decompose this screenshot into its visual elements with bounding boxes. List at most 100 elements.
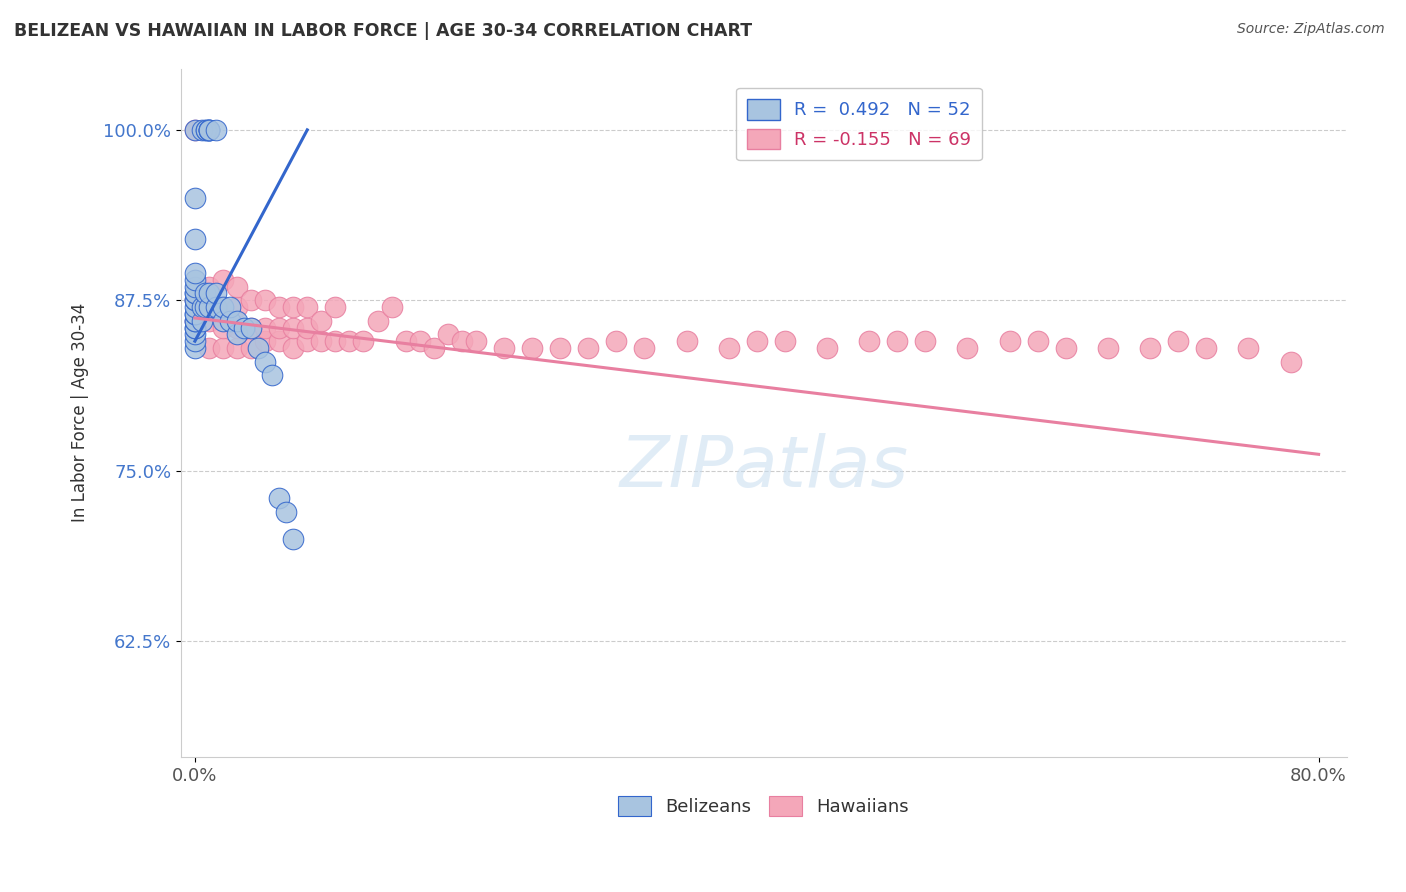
Point	[1097, 341, 1119, 355]
Point	[198, 341, 221, 355]
Point	[184, 266, 207, 280]
Point	[226, 341, 249, 355]
Point	[353, 334, 375, 348]
Point	[297, 300, 319, 314]
Point	[311, 314, 333, 328]
Point	[191, 300, 214, 314]
Point	[276, 505, 298, 519]
Point	[956, 341, 979, 355]
Text: ZIPatlas: ZIPatlas	[619, 434, 908, 502]
Point	[380, 300, 402, 314]
Point	[422, 341, 444, 355]
Point	[325, 334, 347, 348]
Point	[394, 334, 416, 348]
Point	[633, 341, 655, 355]
Point	[226, 320, 249, 334]
Point	[1279, 354, 1302, 368]
Point	[212, 300, 235, 314]
Point	[198, 293, 221, 308]
Point	[184, 123, 207, 137]
Point	[194, 286, 217, 301]
Point	[1026, 334, 1049, 348]
Point	[492, 341, 515, 355]
Point	[184, 123, 207, 137]
Point	[605, 334, 627, 348]
Point	[212, 320, 235, 334]
Point	[297, 320, 319, 334]
Point	[226, 300, 249, 314]
Point	[184, 307, 207, 321]
Y-axis label: In Labor Force | Age 30-34: In Labor Force | Age 30-34	[72, 303, 89, 523]
Point	[366, 314, 388, 328]
Point	[254, 320, 277, 334]
Point	[240, 293, 263, 308]
Point	[233, 320, 256, 334]
Point	[184, 293, 207, 308]
Point	[1237, 341, 1260, 355]
Point	[184, 293, 207, 308]
Point	[184, 286, 207, 301]
Point	[269, 334, 291, 348]
Point	[1139, 341, 1161, 355]
Point	[254, 334, 277, 348]
Point	[198, 123, 221, 137]
Point	[212, 300, 235, 314]
Point	[576, 341, 599, 355]
Point	[191, 123, 214, 137]
Point	[198, 123, 221, 137]
Point	[184, 191, 207, 205]
Point	[198, 314, 221, 328]
Point	[191, 314, 214, 328]
Point	[240, 341, 263, 355]
Point	[815, 341, 838, 355]
Point	[184, 341, 207, 355]
Point	[205, 123, 228, 137]
Legend: Belizeans, Hawaiians: Belizeans, Hawaiians	[612, 789, 917, 823]
Text: Source: ZipAtlas.com: Source: ZipAtlas.com	[1237, 22, 1385, 37]
Point	[198, 300, 221, 314]
Point	[184, 273, 207, 287]
Point	[212, 341, 235, 355]
Point	[520, 341, 543, 355]
Point	[205, 300, 228, 314]
Point	[283, 532, 305, 546]
Point	[1054, 341, 1077, 355]
Point	[184, 307, 207, 321]
Point	[1195, 341, 1218, 355]
Point	[247, 341, 270, 355]
Point	[1167, 334, 1189, 348]
Point	[212, 314, 235, 328]
Point	[184, 314, 207, 328]
Point	[184, 320, 207, 334]
Point	[184, 334, 207, 348]
Point	[886, 334, 908, 348]
Point	[226, 314, 249, 328]
Point	[184, 232, 207, 246]
Point	[212, 273, 235, 287]
Point	[205, 286, 228, 301]
Point	[184, 314, 207, 328]
Point	[254, 293, 277, 308]
Point	[184, 327, 207, 342]
Point	[254, 354, 277, 368]
Point	[325, 300, 347, 314]
Point	[198, 286, 221, 301]
Point	[226, 279, 249, 293]
Point	[198, 123, 221, 137]
Point	[745, 334, 768, 348]
Point	[717, 341, 740, 355]
Point	[198, 279, 221, 293]
Point	[283, 320, 305, 334]
Point	[184, 320, 207, 334]
Point	[184, 314, 207, 328]
Point	[269, 300, 291, 314]
Text: BELIZEAN VS HAWAIIAN IN LABOR FORCE | AGE 30-34 CORRELATION CHART: BELIZEAN VS HAWAIIAN IN LABOR FORCE | AG…	[14, 22, 752, 40]
Point	[240, 320, 263, 334]
Point	[194, 300, 217, 314]
Point	[436, 327, 458, 342]
Point	[195, 123, 218, 137]
Point	[675, 334, 697, 348]
Point	[219, 300, 242, 314]
Point	[858, 334, 880, 348]
Point	[464, 334, 486, 348]
